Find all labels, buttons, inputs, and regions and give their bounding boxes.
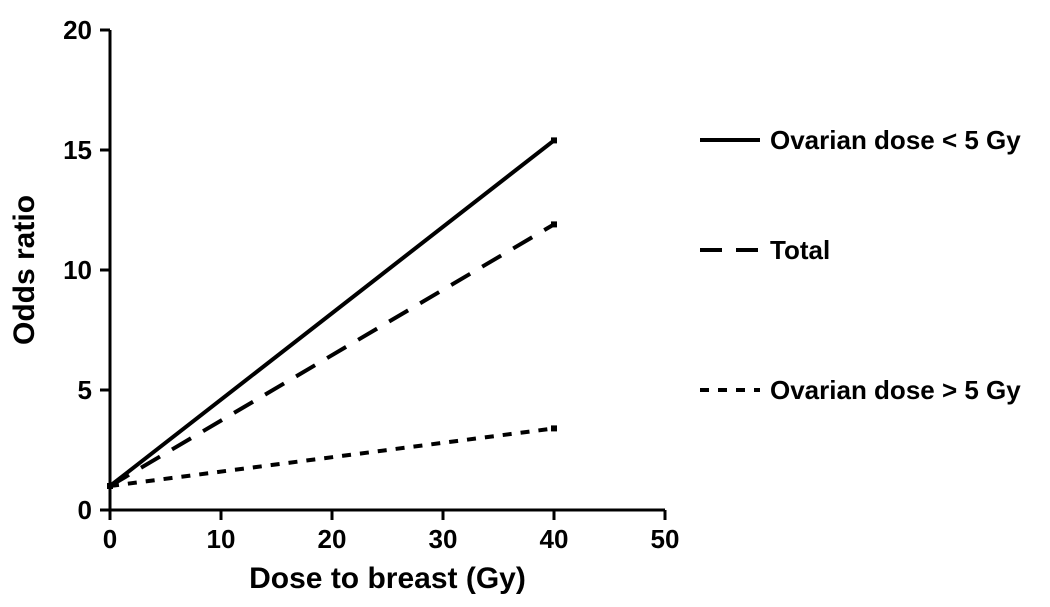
legend-label-ovarian_lt5: Ovarian dose < 5 Gy: [770, 125, 1021, 155]
series-marker: [551, 137, 557, 143]
y-tick-label: 20: [63, 15, 92, 45]
series-ovarian_lt5: [110, 140, 554, 486]
y-tick-label: 10: [63, 255, 92, 285]
x-tick-label: 40: [540, 524, 569, 554]
series-marker: [551, 221, 557, 227]
x-tick-label: 30: [429, 524, 458, 554]
x-tick-label: 20: [318, 524, 347, 554]
series-ovarian_gt5: [110, 428, 554, 486]
series-total: [110, 224, 554, 486]
series-marker: [551, 425, 557, 431]
odds-ratio-chart: 0 10 20 30 40 50 0 5 10 15 20 Dose to breast (Gy) Od…: [0, 0, 1050, 607]
y-tick-label: 0: [78, 495, 92, 525]
x-tick-label: 50: [651, 524, 680, 554]
chart-container: 0 10 20 30 40 50 0 5 10 15 20 Dose to breast (Gy) Od…: [0, 0, 1050, 607]
y-tick-label: 15: [63, 135, 92, 165]
legend-label-ovarian_gt5: Ovarian dose > 5 Gy: [770, 375, 1021, 405]
y-axis-title: Odds ratio: [8, 195, 41, 345]
x-tick-label: 0: [103, 524, 117, 554]
x-tick-label: 10: [207, 524, 236, 554]
series-marker: [107, 483, 113, 489]
legend-label-total: Total: [770, 235, 830, 265]
x-axis-title: Dose to breast (Gy): [249, 562, 526, 595]
y-tick-label: 5: [78, 375, 92, 405]
